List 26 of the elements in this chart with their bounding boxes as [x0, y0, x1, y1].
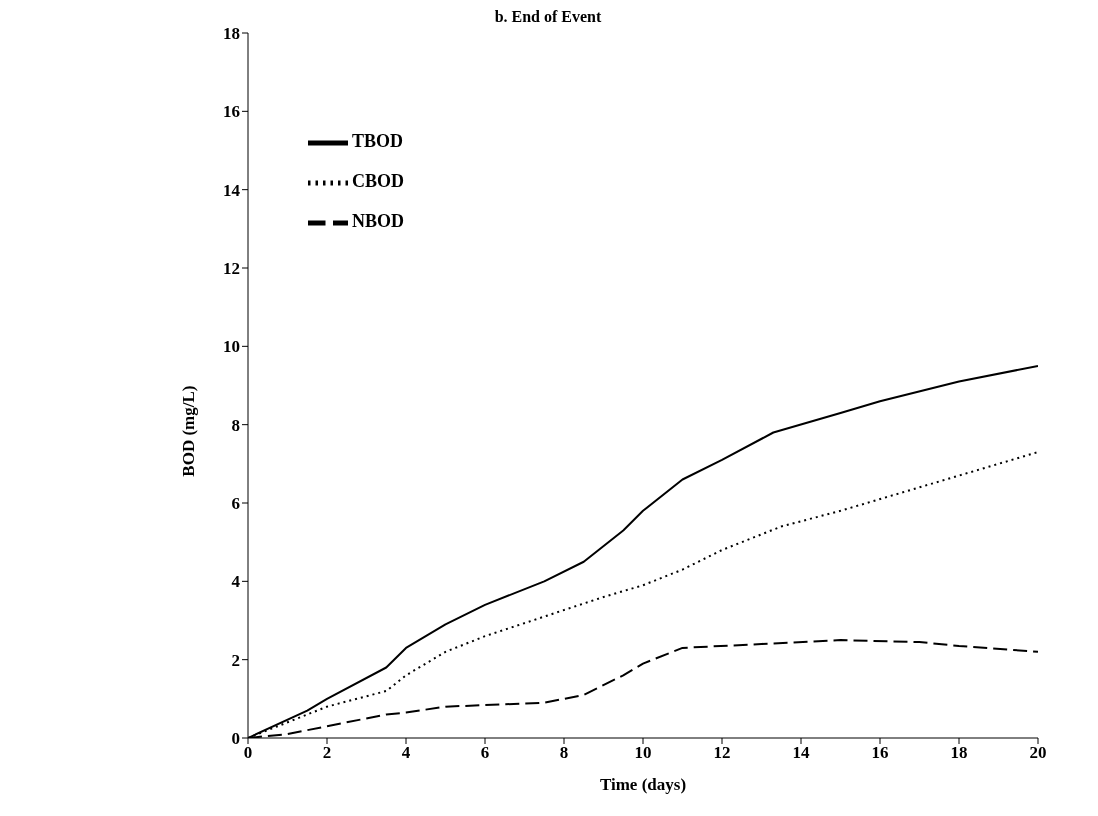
- x-tick-label: 12: [713, 743, 731, 763]
- x-axis-title: Time (days): [599, 775, 687, 795]
- y-tick-label: 10: [223, 337, 240, 357]
- legend-label: TBOD: [352, 130, 404, 151]
- y-tick-label: 6: [231, 494, 240, 514]
- chart-title: b. End of Event: [494, 8, 602, 25]
- y-tick-label: 12: [223, 259, 240, 279]
- x-tick-label: 4: [401, 743, 411, 763]
- x-tick-label: 20: [1029, 743, 1047, 763]
- y-tick-label: 16: [223, 102, 240, 122]
- legend-label: NBOD: [352, 210, 405, 231]
- y-tick-label: 2: [231, 650, 240, 670]
- x-tick-label: 14: [792, 743, 810, 763]
- y-tick-label: 18: [223, 24, 240, 44]
- y-axis-title: BOD (mg/L): [179, 385, 199, 477]
- x-tick-label: 6: [480, 743, 490, 763]
- x-tick-label: 2: [322, 743, 332, 763]
- x-tick-label: 10: [634, 743, 652, 763]
- x-tick-label: 16: [871, 743, 889, 763]
- x-tick-label: 8: [559, 743, 569, 763]
- y-tick-label: 14: [223, 180, 241, 200]
- x-tick-label: 18: [950, 743, 968, 763]
- y-tick-label: 0: [231, 729, 240, 749]
- legend-label: CBOD: [352, 170, 405, 191]
- y-tick-label: 8: [231, 415, 240, 435]
- y-tick-label: 4: [231, 572, 241, 592]
